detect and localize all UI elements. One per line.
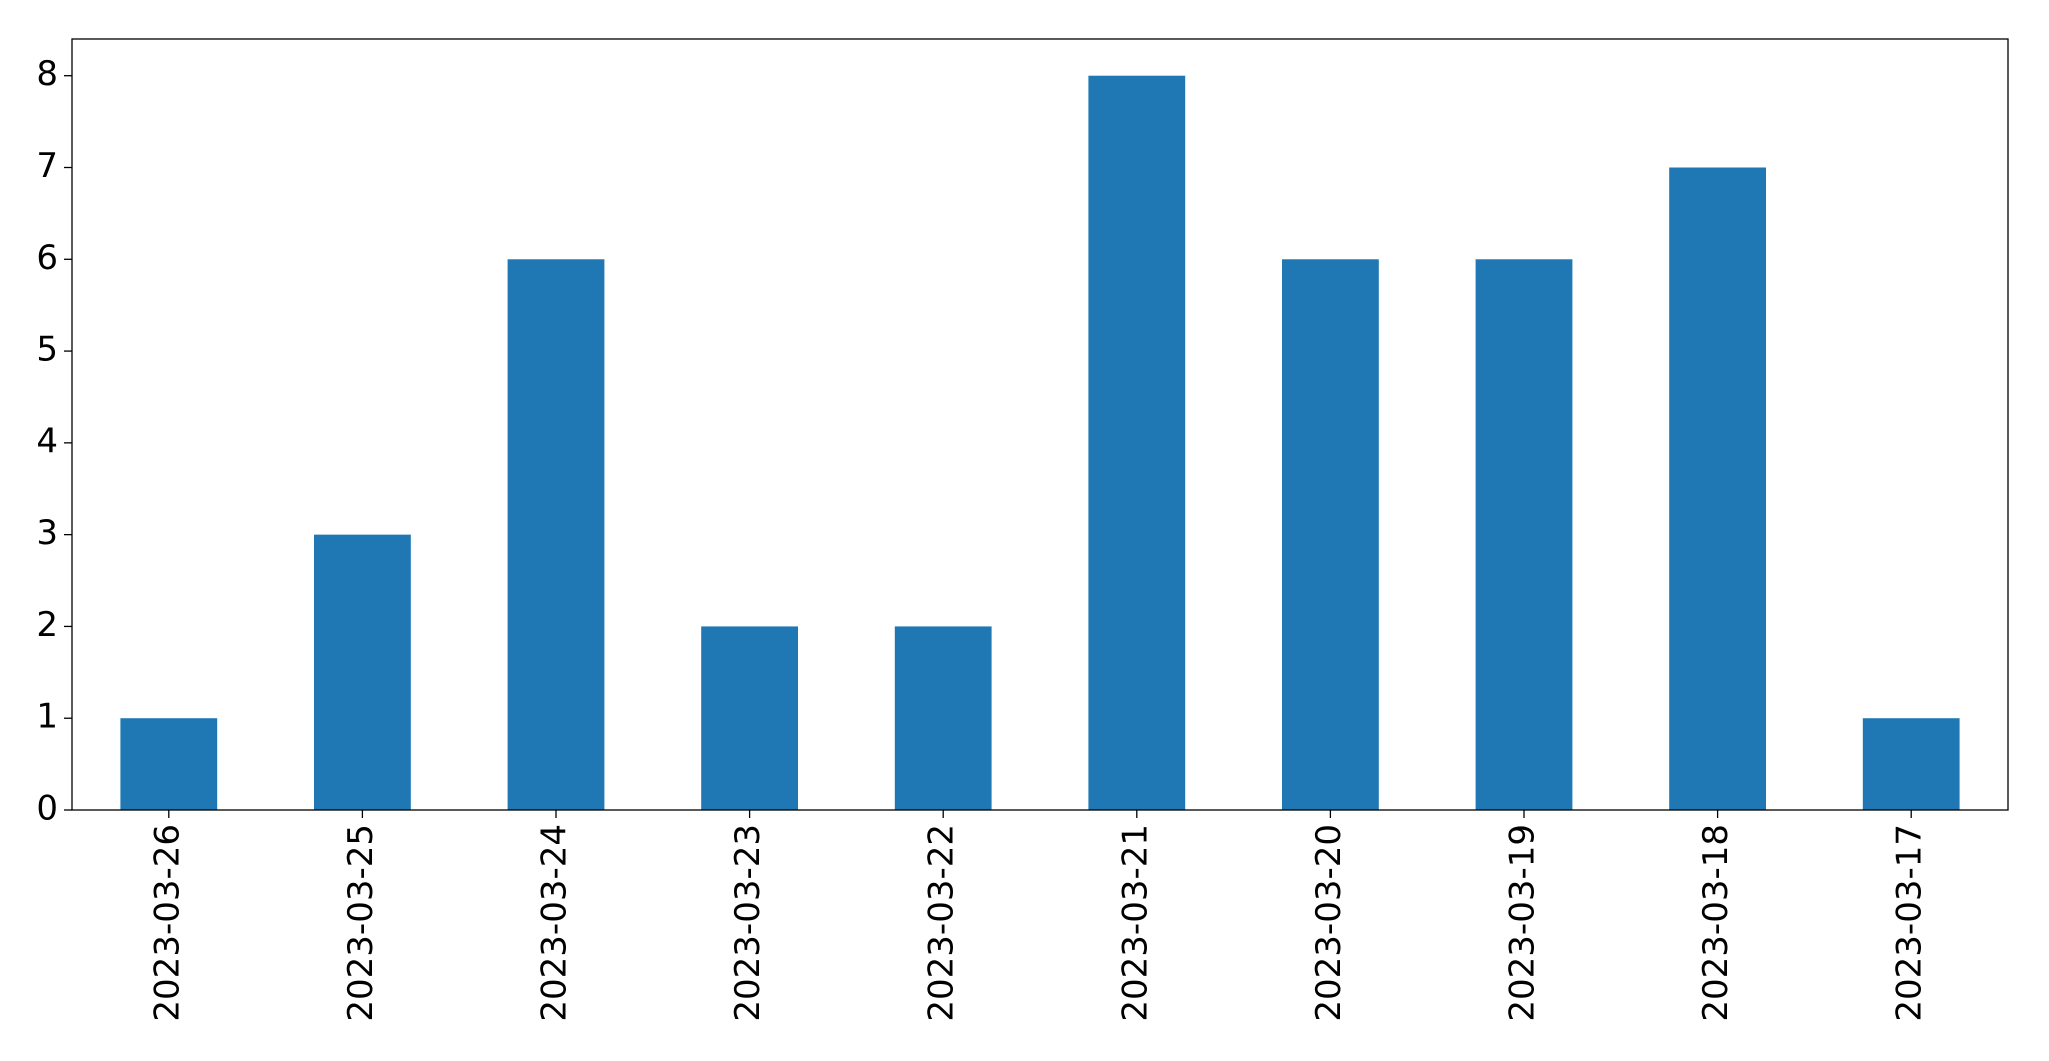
x-tick-label: 2023-03-22	[922, 824, 962, 1022]
y-tick-label: 1	[36, 697, 58, 737]
x-tick-label: 2023-03-20	[1309, 824, 1349, 1022]
y-tick-label: 8	[36, 54, 58, 94]
x-tick-label: 2023-03-19	[1503, 824, 1543, 1022]
bar	[1088, 75, 1186, 810]
y-tick-label: 4	[36, 421, 58, 461]
bar	[1282, 259, 1379, 810]
plot-frame	[71, 38, 2009, 811]
bar	[701, 626, 798, 810]
bar	[1669, 167, 1766, 810]
y-tick-label: 0	[36, 789, 58, 829]
x-tick-label: 2023-03-17	[1890, 824, 1930, 1022]
bar	[507, 259, 605, 810]
x-tick-label: 2023-03-24	[535, 824, 575, 1022]
x-tick-label: 2023-03-26	[147, 824, 187, 1022]
bar	[1475, 259, 1573, 810]
y-tick-label: 3	[36, 513, 58, 553]
bar	[1862, 718, 1960, 810]
y-tick-label: 5	[36, 330, 58, 370]
y-tick-label: 6	[36, 238, 58, 278]
bar	[894, 626, 992, 810]
x-tick-label: 2023-03-18	[1696, 824, 1736, 1022]
x-tick-label: 2023-03-23	[728, 824, 768, 1022]
x-tick-label: 2023-03-21	[1115, 824, 1155, 1022]
bar	[120, 718, 218, 810]
y-tick-label: 7	[36, 146, 58, 186]
y-tick-label: 2	[36, 605, 58, 645]
x-tick-label: 2023-03-25	[341, 824, 381, 1022]
bar	[314, 534, 411, 810]
